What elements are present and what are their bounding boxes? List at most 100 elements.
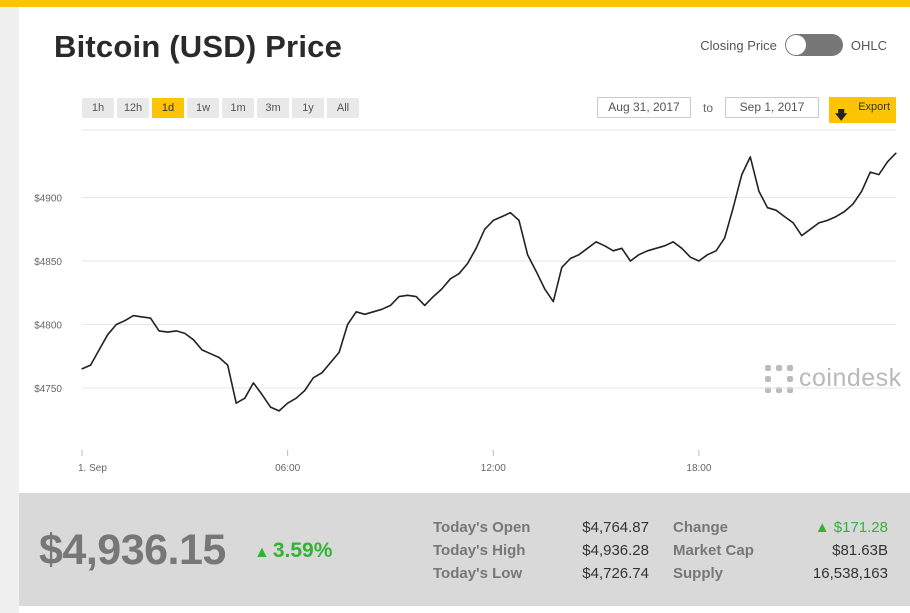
range-1d[interactable]: 1d	[152, 98, 184, 118]
price-point	[852, 203, 854, 205]
range-1y[interactable]: 1y	[292, 98, 324, 118]
price-point	[886, 161, 889, 163]
range-3m[interactable]: 3m	[257, 98, 289, 118]
price-point	[586, 247, 589, 249]
price-point	[681, 247, 683, 249]
price-point	[252, 382, 254, 384]
price-point	[501, 216, 503, 218]
price-point	[90, 364, 92, 366]
price-point	[235, 402, 237, 404]
stat-label-change: Change	[673, 519, 729, 536]
price-point	[364, 313, 366, 315]
price-point	[809, 228, 811, 230]
price-point	[749, 156, 751, 158]
price-point	[535, 270, 537, 272]
price-point	[441, 288, 443, 290]
stat-label-high: Today's High	[433, 542, 526, 559]
price-point	[878, 174, 880, 176]
price-point	[509, 212, 511, 214]
price-point	[329, 362, 332, 364]
price-point	[552, 301, 554, 303]
price-point	[458, 273, 460, 275]
price-point	[698, 260, 700, 262]
range-all[interactable]: All	[327, 98, 359, 118]
price-point	[646, 250, 649, 252]
price-point	[132, 315, 134, 317]
price-point	[372, 311, 374, 313]
price-point	[158, 330, 160, 332]
price-point	[209, 353, 212, 355]
stat-value-low: $4,726.74	[582, 565, 649, 582]
price-point	[338, 351, 340, 353]
page-title: Bitcoin (USD) Price	[54, 29, 343, 64]
y-tick-label: $4800	[34, 321, 62, 332]
stat-label-marketcap: Market Cap	[673, 542, 754, 559]
price-point	[672, 241, 674, 243]
price-point	[784, 216, 786, 218]
price-point	[706, 254, 709, 256]
price-point	[544, 288, 546, 290]
price-point	[141, 316, 143, 318]
price-point	[304, 389, 306, 392]
price-point	[835, 216, 837, 218]
price-point	[287, 402, 289, 404]
top-accent-bar	[0, 0, 910, 7]
stat-value-marketcap: $81.63B	[832, 542, 888, 559]
price-point	[595, 241, 597, 243]
price-point	[312, 377, 314, 379]
range-selector: 1h 12h 1d 1w 1m 3m 1y All	[82, 98, 359, 118]
price-point	[278, 410, 280, 412]
stat-value-open: $4,764.87	[582, 519, 649, 536]
price-point	[527, 254, 529, 256]
price-point	[389, 304, 392, 306]
price-point	[484, 228, 486, 230]
coindesk-watermark: coindesk	[765, 364, 902, 393]
price-point	[629, 260, 632, 262]
price-point	[492, 219, 494, 221]
toggle-label-closing: Closing Price	[700, 37, 777, 53]
price-point	[818, 222, 820, 224]
y-tick-label: $4900	[34, 194, 62, 205]
price-point	[107, 334, 109, 336]
date-to-input[interactable]: Sep 1, 2017	[725, 97, 820, 118]
price-point	[689, 256, 692, 258]
price-point	[664, 245, 666, 247]
x-tick-label: 1. Sep	[78, 463, 107, 474]
price-point	[638, 254, 640, 256]
price-point	[321, 372, 323, 374]
up-arrow-icon: ▲	[254, 544, 270, 561]
date-range: Aug 31, 2017 to Sep 1, 2017	[597, 97, 820, 118]
price-point	[621, 247, 623, 249]
range-1h[interactable]: 1h	[82, 98, 114, 118]
price-point	[415, 296, 417, 298]
price-point	[347, 323, 349, 326]
price-point	[518, 219, 520, 221]
change-percent-value: 3.59%	[272, 539, 333, 562]
export-button[interactable]: 🡇 Export	[829, 97, 896, 123]
mode-switch[interactable]	[784, 34, 843, 56]
price-point	[175, 330, 177, 332]
switch-knob	[785, 35, 806, 55]
toggle-label-ohlc: OHLC	[850, 37, 887, 53]
price-point	[869, 171, 871, 173]
range-1m[interactable]: 1m	[222, 98, 254, 118]
price-point	[732, 207, 734, 209]
coindesk-logo-icon	[765, 364, 793, 393]
price-point	[218, 356, 220, 359]
stats-panel: $4,936.15 ▲ 3.59% Today's Open $4,764.87 …	[19, 493, 910, 606]
price-point	[792, 222, 794, 224]
x-tick-label: 18:00	[686, 463, 711, 474]
x-tick-label: 12:00	[481, 463, 506, 474]
price-point	[475, 247, 477, 249]
stat-value-supply: 16,538,163	[812, 565, 888, 582]
price-point	[844, 210, 846, 213]
range-12h[interactable]: 12h	[117, 98, 149, 118]
date-from-input[interactable]: Aug 31, 2017	[597, 97, 691, 118]
price-point	[604, 245, 606, 247]
stat-value-change: ▲ $171.28	[814, 519, 888, 536]
range-1w[interactable]: 1w	[187, 98, 219, 118]
export-label: Export	[858, 101, 890, 113]
price-point	[775, 209, 777, 211]
price-point	[381, 308, 383, 310]
